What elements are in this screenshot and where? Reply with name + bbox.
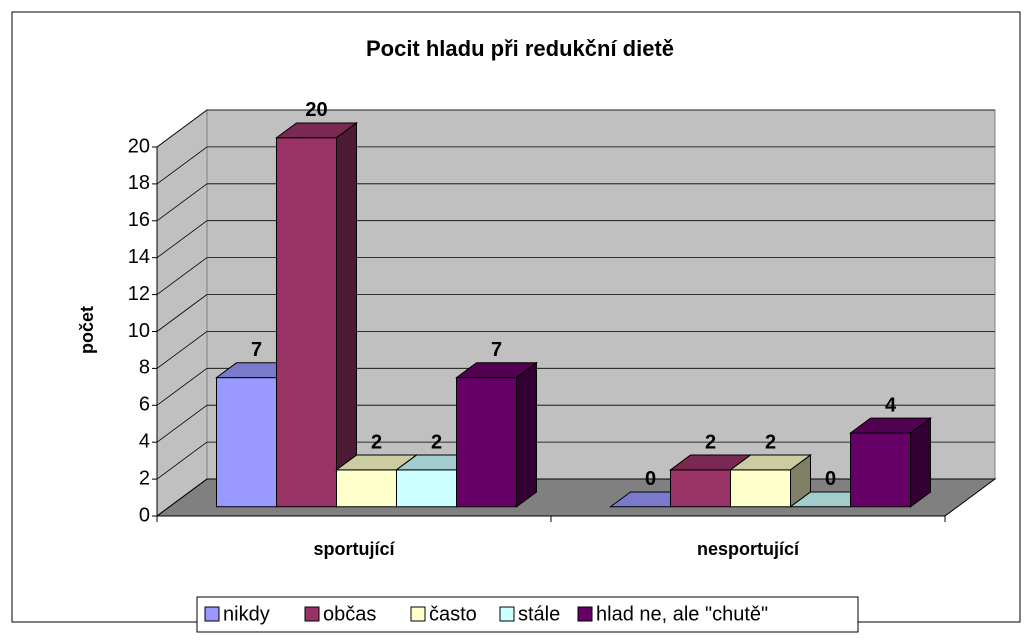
bar-front	[730, 469, 791, 508]
grid-line	[156, 257, 208, 295]
data-label: 2	[371, 431, 382, 453]
data-label: 20	[305, 99, 327, 121]
bar-side	[516, 361, 537, 508]
grid-line	[156, 109, 208, 148]
grid-line	[156, 183, 208, 222]
y-tick-label: 0	[139, 504, 150, 526]
bar-front	[396, 469, 457, 508]
bar-front	[850, 432, 911, 508]
data-label: 4	[885, 394, 897, 416]
grid-line	[156, 478, 208, 517]
bar-front	[216, 377, 277, 508]
y-tick-label: 6	[139, 394, 150, 416]
y-tick-label: 18	[128, 172, 150, 194]
grid-line	[156, 367, 208, 406]
data-label: 2	[705, 431, 716, 453]
y-tick-label: 10	[128, 320, 150, 342]
bar-side	[910, 417, 931, 508]
y-tick-label: 4	[139, 430, 150, 452]
grid-line	[156, 331, 208, 369]
bar-front	[276, 137, 337, 508]
grid-line	[156, 220, 208, 259]
data-label: 0	[825, 468, 836, 490]
chart-title: Pocit hladu při redukční dietě	[366, 36, 674, 61]
y-tick-label: 16	[128, 209, 150, 231]
bar-front	[456, 377, 517, 508]
data-label: 2	[765, 431, 776, 453]
data-label: 7	[491, 339, 502, 361]
bar-front	[670, 469, 731, 508]
y-tick-label: 2	[139, 467, 150, 489]
x-tick-label: sportující	[313, 539, 395, 559]
y-tick-label: 20	[128, 135, 150, 157]
legend-label: hlad ne, ale "chutě"	[596, 603, 768, 625]
legend-swatch	[410, 606, 426, 622]
legend-label: stále	[518, 603, 560, 625]
bar-front	[336, 469, 397, 508]
x-tick-label: nesportující	[697, 539, 800, 559]
grid-line	[156, 441, 208, 480]
legend-label: nikdy	[223, 603, 270, 625]
legend-label: občas	[323, 603, 376, 625]
data-label: 2	[431, 431, 442, 453]
grid-line	[156, 404, 208, 443]
legend-swatch	[499, 606, 515, 622]
y-tick-label: 14	[128, 246, 150, 268]
legend-swatch	[204, 606, 220, 622]
legend-label: často	[429, 603, 477, 625]
grid-line	[156, 146, 208, 185]
grid-line	[156, 294, 208, 332]
legend-swatch	[304, 606, 320, 622]
bar-side	[336, 121, 357, 508]
data-label: 7	[251, 339, 262, 361]
data-label: 0	[645, 468, 656, 490]
y-axis-label: počet	[77, 306, 97, 354]
y-tick-label: 12	[128, 283, 150, 305]
legend-swatch	[577, 606, 593, 622]
y-tick-label: 8	[139, 357, 150, 379]
